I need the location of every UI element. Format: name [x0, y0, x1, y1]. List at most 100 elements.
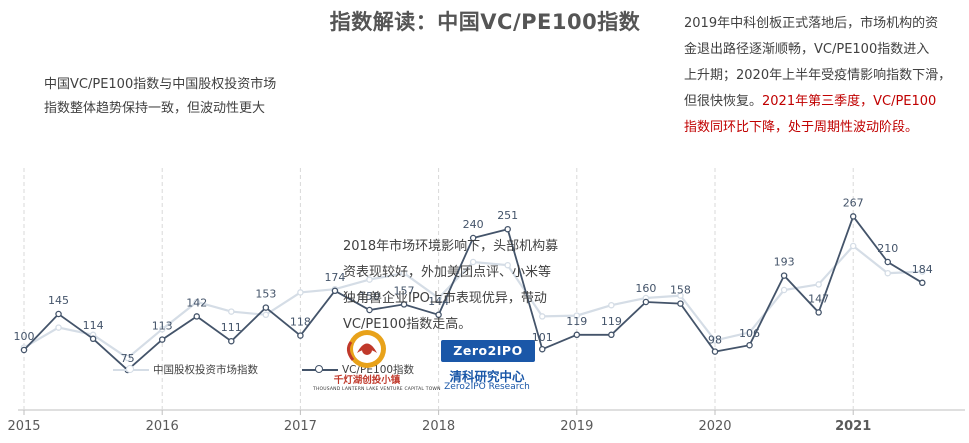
- data-label: 98: [708, 334, 722, 347]
- data-point: [746, 341, 753, 349]
- annotation-top-right: 2019年中科创板正式落地后，市场机构的资 金退出路径逐渐顺畅，VC/PE100…: [684, 11, 951, 141]
- data-point: [884, 258, 892, 266]
- annotation-middle: 2018年市场环境影响下，头部机构募 资表现较好，外加美团点评、小米等 独角兽企…: [343, 234, 558, 338]
- annotation-top-left: 中国VC/PE100指数与中国股权投资市场 指数整体趋势保持一致，但波动性更大: [44, 73, 276, 121]
- data-point: [228, 337, 235, 345]
- data-point: [331, 287, 339, 295]
- data-label: 75: [121, 352, 135, 365]
- data-point: [746, 329, 753, 336]
- data-label: 142: [186, 296, 207, 309]
- data-point: [193, 313, 200, 320]
- data-point: [677, 300, 684, 307]
- annotation-middle-line-2: 资表现较好，外加美团点评、小米等: [343, 265, 552, 280]
- data-point: [815, 309, 822, 316]
- data-label: 158: [670, 284, 691, 297]
- data-label: 157: [394, 284, 415, 297]
- data-point: [469, 234, 477, 242]
- data-label: 119: [566, 315, 587, 328]
- data-point: [815, 281, 822, 288]
- data-label: 100: [14, 330, 35, 343]
- x-tick-label: 2019: [560, 419, 593, 434]
- annotation-top-right-red-inline: 2021年第三季度，VC/PE100: [762, 94, 937, 109]
- legend-market-index-swatch: [113, 364, 149, 373]
- data-point: [193, 298, 200, 306]
- data-label: 184: [912, 263, 933, 276]
- annotation-top-left-line-1: 中国VC/PE100指数与中国股权投资市场: [44, 77, 277, 92]
- annotation-top-left-line-2: 指数整体趋势保持一致，但波动性更大: [44, 101, 266, 116]
- data-label: 144: [428, 295, 449, 308]
- data-point: [539, 345, 546, 353]
- data-point: [400, 269, 408, 277]
- data-label: 174: [324, 271, 345, 284]
- data-label: 119: [601, 315, 622, 328]
- data-point: [158, 336, 166, 343]
- data-point: [158, 325, 166, 333]
- data-point: [366, 276, 373, 283]
- data-point: [884, 269, 892, 277]
- data-label: 106: [739, 327, 760, 340]
- data-point: [573, 331, 581, 339]
- data-point: [89, 335, 97, 343]
- data-label: 153: [255, 288, 276, 301]
- data-point: [711, 348, 719, 355]
- annotation-top-right-line-5: 指数同环比下降，处于周期性波动阶段。: [684, 120, 919, 135]
- zero2ipo-name: 清科研究中心: [449, 369, 525, 384]
- data-point: [608, 331, 615, 339]
- data-point: [573, 312, 581, 319]
- legend-market-index-label: 中国股权投资市场指数: [153, 364, 258, 376]
- data-point: [366, 306, 373, 314]
- x-tick-label: 2021: [835, 419, 871, 434]
- legend-vcpe100: VC/PE100指数: [302, 362, 414, 377]
- annotation-top-right-line-1: 2019年中科创板正式落地后，市场机构的资: [684, 16, 939, 31]
- data-point: [677, 292, 684, 299]
- data-point: [919, 268, 926, 275]
- zero2ipo-logo: Zero2IPO 清科研究中心 Zero2IPO Research: [439, 336, 539, 396]
- data-point: [780, 272, 788, 279]
- data-label: 210: [877, 242, 898, 255]
- data-point: [539, 313, 546, 320]
- data-point: [55, 324, 62, 331]
- legend-vcpe100-label: VC/PE100指数: [342, 364, 415, 376]
- data-label: 267: [843, 196, 864, 209]
- data-label: 251: [497, 209, 518, 222]
- qiandeng-logo: 千灯湖创投小镇 THOUSAND LANTERN LAKE VENTURE CA…: [313, 328, 440, 398]
- data-point: [780, 286, 788, 294]
- x-tick-label: 2018: [422, 419, 455, 434]
- data-label: 111: [221, 321, 242, 334]
- annotation-top-right-line-3: 上升期；2020年上半年受疫情影响指数下滑，: [684, 68, 952, 83]
- annotation-top-right-line-4-black: 但很快恢复。: [684, 94, 763, 109]
- data-label: 113: [152, 320, 173, 333]
- data-point: [469, 258, 477, 266]
- data-label: 160: [635, 282, 656, 295]
- data-label: 147: [808, 292, 829, 305]
- data-point: [435, 294, 442, 302]
- chart-title: 指数解读：中国VC/PE100指数: [329, 10, 641, 34]
- data-label: 101: [532, 331, 553, 344]
- data-point: [608, 301, 615, 309]
- x-tick-label: 2020: [698, 419, 731, 434]
- data-label: 150: [359, 290, 380, 303]
- annotation-top-right-line-4: 但很快恢复。2021年第三季度，VC/PE100: [684, 89, 951, 115]
- qiandeng-emblem: [346, 330, 386, 368]
- data-point: [849, 242, 857, 250]
- x-tick-label: 2015: [7, 419, 40, 434]
- zero2ipo-badge: Zero2IPO: [441, 340, 535, 362]
- data-point: [400, 301, 408, 308]
- x-tick-label: 2017: [284, 419, 317, 434]
- zero2ipo-english: Zero2IPO Research: [444, 382, 530, 392]
- data-point: [435, 311, 442, 319]
- data-point: [504, 225, 511, 233]
- data-label: 145: [48, 294, 69, 307]
- data-label: 193: [774, 256, 795, 269]
- data-point: [642, 298, 650, 306]
- data-point: [228, 308, 235, 315]
- qiandeng-name: 千灯湖创投小镇: [333, 375, 401, 386]
- data-label: 114: [83, 319, 104, 332]
- annotation-middle-line-4: VC/PE100指数走高。: [343, 317, 472, 332]
- annotation-top-right-line-2: 金退出路径逐渐顺畅，VC/PE100指数进入: [684, 42, 930, 57]
- data-point: [20, 346, 28, 354]
- data-point: [297, 332, 304, 339]
- data-label: 118: [290, 316, 311, 329]
- legend-vcpe100-swatch: [302, 364, 338, 373]
